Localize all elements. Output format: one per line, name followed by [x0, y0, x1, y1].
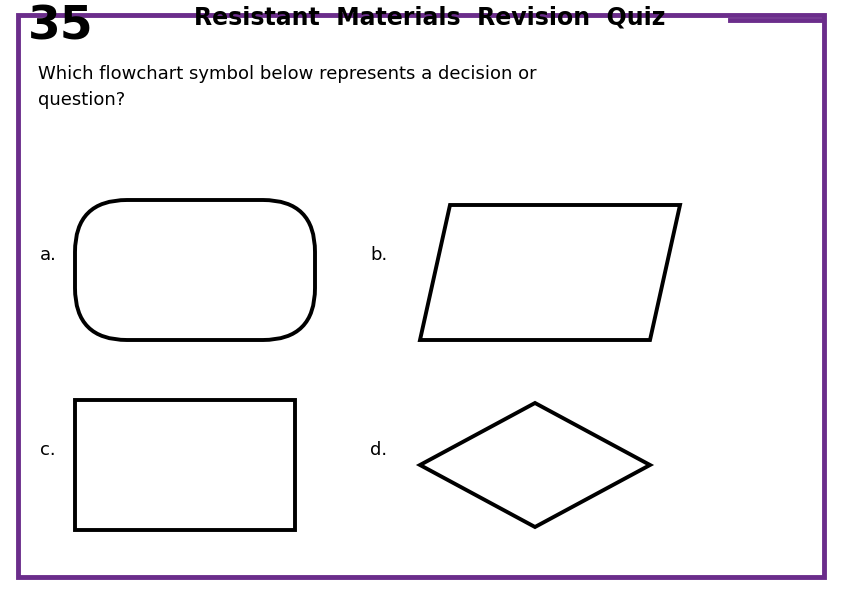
- Polygon shape: [420, 403, 650, 527]
- Polygon shape: [420, 205, 680, 340]
- Text: d.: d.: [370, 441, 387, 459]
- Text: c.: c.: [40, 441, 56, 459]
- Text: a.: a.: [40, 246, 57, 264]
- Text: b.: b.: [370, 246, 387, 264]
- Text: Which flowchart symbol below represents a decision or
question?: Which flowchart symbol below represents …: [38, 65, 536, 109]
- FancyBboxPatch shape: [75, 200, 315, 340]
- Text: 35: 35: [28, 5, 93, 50]
- Bar: [75, 400, 295, 530]
- Text: Resistant  Materials  Revision  Quiz: Resistant Materials Revision Quiz: [195, 5, 666, 29]
